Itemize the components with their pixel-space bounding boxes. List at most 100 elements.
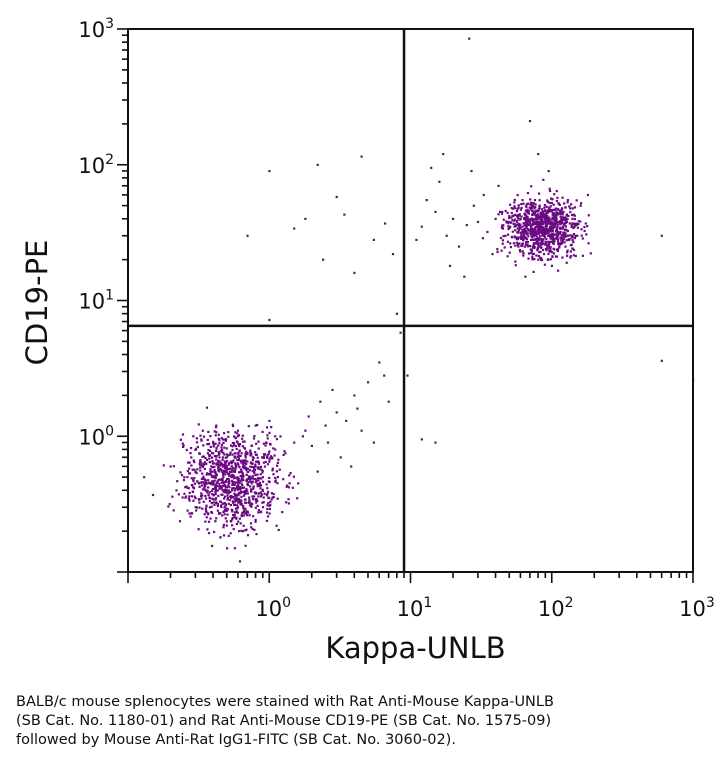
cd19-positive-event [533,199,537,202]
cd19-negative-event [240,477,243,480]
cd19-negative-event [254,453,257,456]
cd19-positive-event [552,239,555,242]
cd19-negative-event [231,453,234,456]
cd19-negative-event [259,495,263,498]
cd19-negative-event [196,480,199,483]
cd19-positive-event [555,190,558,193]
cd19-negative-event [221,438,225,441]
cd19-positive-event [522,254,525,257]
cd19-negative-event [304,429,307,432]
cd19-positive-event [548,210,551,213]
cd19-positive-event [486,230,489,234]
cd19-positive-event [580,234,583,237]
cd19-positive-event [564,225,567,228]
cd19-negative-event [236,511,239,514]
cd19-negative-event [253,435,256,438]
cd19-negative-event [265,441,268,444]
scattered-event [353,271,356,274]
cd19-positive-event [576,226,579,229]
cd19-positive-event [533,222,536,225]
cd19-positive-event [561,234,564,237]
cd19-negative-event [256,504,259,507]
cd19-negative-event [240,529,243,532]
cd19-negative-event [201,494,204,497]
cd19-negative-event [193,482,197,485]
cd19-positive-event [520,244,523,247]
cd19-negative-event [197,481,200,484]
cd19-negative-event [239,474,242,478]
cd19-negative-event [224,509,227,512]
cd19-positive-event [529,208,532,211]
cd19-negative-event [208,457,211,460]
plot-frame [127,28,694,573]
cd19-negative-event [247,480,250,484]
cd19-negative-event [266,515,270,518]
cd19-positive-event [511,230,514,233]
cd19-negative-event [195,447,198,450]
cd19-positive-event [525,222,528,226]
cd19-positive-event [569,207,572,210]
cd19-positive-event [519,231,522,234]
cd19-negative-event [250,490,253,493]
cd19-negative-event [237,463,240,467]
cd19-negative-event [190,483,193,487]
cd19-positive-event [525,219,529,222]
scattered-event [246,234,249,237]
cd19-negative-event [212,498,215,501]
cd19-positive-event [527,235,530,238]
cd19-positive-event [543,243,546,246]
cd19-negative-event [209,435,212,438]
cd19-positive-event [565,239,568,242]
cd19-negative-event [201,429,204,432]
cd19-negative-event [222,481,225,485]
cd19-negative-event [243,447,247,450]
cd19-negative-event [232,481,235,484]
cd19-negative-event [350,465,353,468]
cd19-negative-event [210,489,214,492]
cd19-positive-event [552,226,555,229]
cd19-negative-event [339,456,342,459]
cd19-negative-event [215,455,218,458]
cd19-positive-event [452,217,455,220]
x-tick-label: 102 [538,595,574,621]
cd19-negative-event [238,501,241,504]
cd19-negative-event [202,477,205,480]
cd19-positive-event [554,229,558,232]
cd19-negative-event [268,419,271,422]
cd19-negative-event [215,424,218,427]
cd19-positive-event [529,198,532,201]
cd19-positive-event [523,245,527,248]
cd19-positive-event [509,225,512,228]
cd19-positive-event [521,242,525,245]
cd19-negative-event [242,514,245,517]
cd19-negative-event [211,544,214,548]
cd19-positive-event [522,235,525,239]
cd19-positive-event [513,205,516,208]
cd19-negative-event [224,490,227,493]
cd19-negative-event [256,485,259,488]
cd19-positive-event [552,247,555,250]
cd19-positive-event [554,233,557,236]
cd19-negative-event [200,438,203,441]
cd19-positive-event [539,220,543,223]
cd19-positive-event [523,213,527,216]
cd19-negative-event [259,491,262,494]
y-tick-label: 100 [78,423,114,449]
scattered-event [434,441,437,444]
cd19-negative-event [231,475,234,478]
figure-caption: BALB/c mouse splenocytes were stained wi… [16,693,716,750]
cd19-positive-event [556,233,559,236]
cd19-negative-event [204,520,207,523]
cd19-negative-event [227,502,230,505]
cd19-negative-event [242,524,245,527]
cd19-positive-event [517,222,520,225]
cd19-positive-event [583,226,586,229]
cd19-negative-event [251,470,254,473]
cd19-negative-event [269,455,273,458]
cd19-negative-event [230,474,233,477]
cd19-positive-event [526,241,529,244]
cd19-negative-event [254,518,257,521]
cd19-positive-event [535,240,539,243]
cd19-positive-event [552,225,555,228]
cd19-negative-event [222,526,225,529]
